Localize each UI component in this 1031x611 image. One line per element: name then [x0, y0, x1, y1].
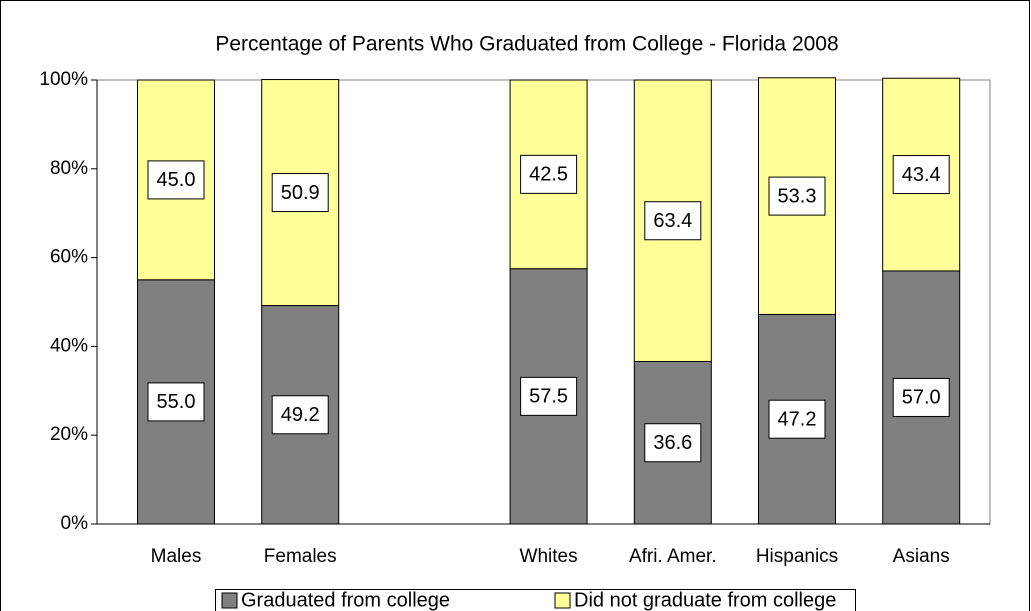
- y-tick-label: 0%: [61, 513, 89, 534]
- data-label-box: [892, 155, 950, 195]
- data-label: 42.5: [529, 164, 568, 186]
- data-label-box: [520, 376, 578, 416]
- y-tick-label: 100%: [39, 69, 88, 90]
- data-label-box: [892, 377, 950, 417]
- data-label: 50.9: [281, 182, 320, 204]
- data-label-box: [768, 399, 826, 439]
- data-label-box: [768, 176, 826, 216]
- data-label: 49.2: [281, 404, 320, 426]
- data-label: 63.4: [653, 210, 692, 232]
- data-label: 43.4: [902, 164, 941, 186]
- data-label: 36.6: [653, 432, 692, 454]
- legend-label: Graduated from college: [241, 589, 450, 611]
- legend-label: Did not graduate from college: [574, 589, 836, 611]
- data-label: 47.2: [778, 408, 817, 430]
- y-tick-label: 20%: [50, 424, 88, 445]
- y-tick-label: 40%: [50, 335, 88, 356]
- data-label-box: [271, 395, 329, 435]
- y-tick-label: 80%: [50, 158, 88, 179]
- data-label: 45.0: [157, 169, 196, 191]
- data-label: 57.0: [902, 387, 941, 409]
- x-tick-label: Males: [151, 546, 202, 567]
- data-label-box: [520, 154, 578, 194]
- x-tick-label: Whites: [520, 546, 578, 567]
- data-label-box: [147, 160, 205, 200]
- x-tick-label: Afri. Amer.: [629, 546, 717, 567]
- chart-title: Percentage of Parents Who Graduated from…: [215, 33, 838, 56]
- legend-swatch: [221, 592, 238, 609]
- data-label: 53.3: [778, 185, 817, 207]
- data-label-box: [644, 423, 702, 463]
- data-label: 57.5: [529, 386, 568, 408]
- data-label: 55.0: [157, 391, 196, 413]
- data-label-box: [147, 382, 205, 422]
- x-tick-label: Asians: [893, 546, 950, 567]
- legend-swatch: [554, 592, 571, 609]
- legend-frame: [215, 589, 856, 611]
- x-tick-label: Females: [264, 546, 337, 567]
- x-tick-label: Hispanics: [756, 546, 838, 567]
- y-tick-label: 60%: [50, 247, 88, 268]
- data-label-box: [271, 173, 329, 213]
- data-label-box: [644, 201, 702, 241]
